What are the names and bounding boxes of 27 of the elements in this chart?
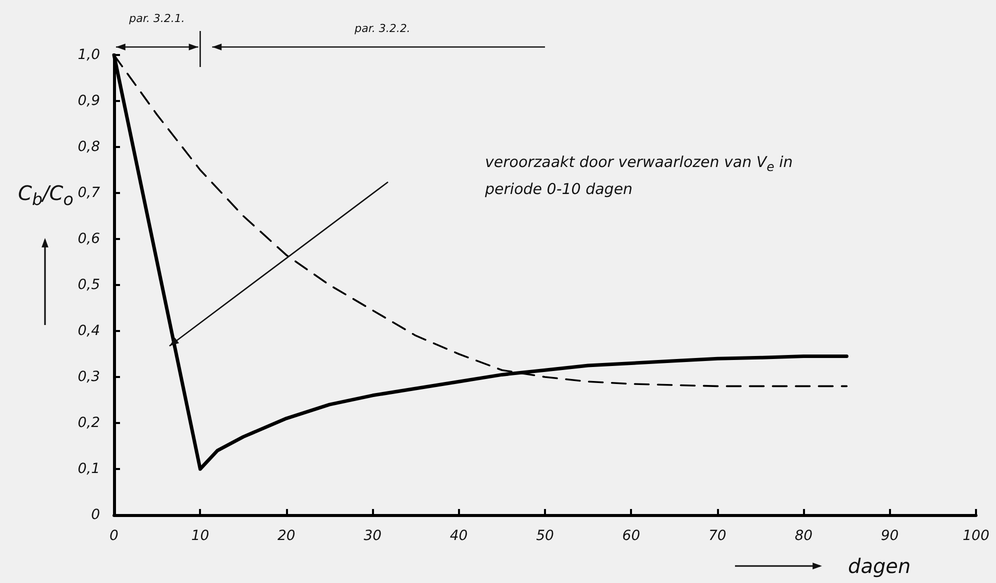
y-tick-label: 0,9 xyxy=(78,93,100,109)
y-tick-label: 0,2 xyxy=(78,415,100,431)
y-tick-label: 0,1 xyxy=(78,461,100,477)
y-tick-label: 0,4 xyxy=(78,323,100,339)
y-tick-label: 0,8 xyxy=(78,139,100,155)
y-axis-title: C$_{b}$/C$_{o}$ xyxy=(18,181,74,209)
x-tick-label: 30 xyxy=(364,528,382,544)
x-tick-label: 60 xyxy=(622,528,640,544)
x-tick-label: 10 xyxy=(191,528,210,544)
y-tick-label: 0,5 xyxy=(78,277,100,293)
y-tick-label: 0,6 xyxy=(78,231,100,247)
y-tick-label: 0,7 xyxy=(78,185,100,201)
text: veroorzaakt door verwaarlozen van V$_{e}$ in periode 0-10 dagen xyxy=(485,153,793,198)
x-tick-label: 20 xyxy=(277,528,296,544)
y-tick-label: 0 xyxy=(91,507,100,523)
text: par. 3.2.1. xyxy=(129,12,185,24)
text: par. 3.2.2. xyxy=(354,22,410,34)
x-tick-label: 90 xyxy=(880,528,899,544)
x-tick-label: 50 xyxy=(536,528,554,544)
y-tick-label: 0,3 xyxy=(78,369,100,385)
x-axis-title: dagen xyxy=(848,554,911,578)
x-tick-label: 40 xyxy=(450,528,468,544)
x-tick-label: 80 xyxy=(794,528,813,544)
x-tick-label: 70 xyxy=(708,528,726,544)
x-tick-label: 0 xyxy=(110,528,119,544)
x-tick-label: 100 xyxy=(962,528,990,544)
y-tick-label: 1,0 xyxy=(78,47,100,63)
